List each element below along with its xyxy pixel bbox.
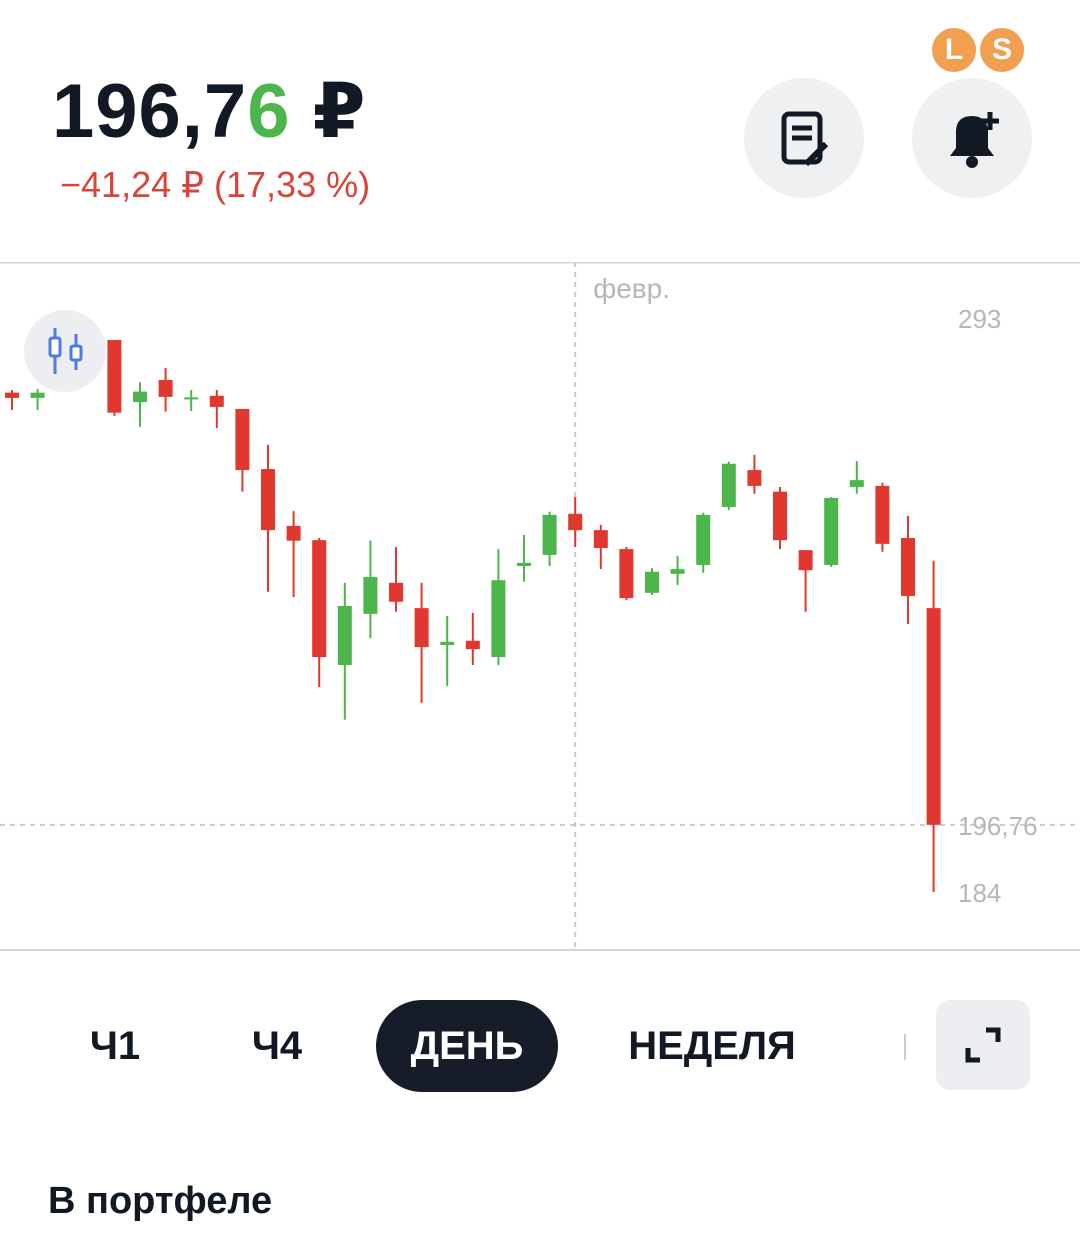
tab[interactable]: Ч4 (251, 1024, 303, 1068)
candle-body (337, 606, 352, 666)
candle-body (414, 608, 429, 648)
badge: L (932, 28, 976, 72)
candle-body (568, 513, 583, 531)
y-tick-label: 196,76 (958, 811, 1038, 841)
candle-body (158, 380, 173, 397)
candle-body (875, 485, 890, 544)
price: 196,76 ₽ (52, 66, 366, 155)
candle-body (30, 392, 45, 398)
candle-body (465, 640, 480, 650)
notes-icon (781, 111, 829, 167)
candle-body (901, 538, 915, 596)
candlestick-chart: февр. 293 196,76 184 (0, 262, 1080, 951)
candle-body (798, 550, 813, 571)
candle-body (824, 498, 839, 565)
candle-body (747, 470, 762, 486)
candle-body (286, 525, 301, 541)
candle-body (184, 397, 199, 400)
y-tick-label: 184 (958, 878, 1001, 908)
price-change: −41,24 ₽ (17,33 %) (60, 164, 371, 205)
candle-body (773, 491, 787, 541)
x-tick-label: февр. (593, 273, 670, 304)
price-last-digit: 6 (247, 69, 291, 154)
candle-body (542, 514, 557, 555)
divider (904, 1034, 906, 1060)
period-tabs: Ч1 Ч4 ДЕНЬ НЕДЕЛЯ (0, 1000, 1080, 1092)
expand-icon (965, 1027, 1001, 1063)
candle-body (5, 392, 19, 398)
candle-body (593, 530, 608, 549)
candle-body (440, 641, 455, 645)
candle-body (261, 469, 275, 531)
section-title: В портфеле (48, 1180, 273, 1222)
candle-body (133, 391, 147, 403)
candle-icon (48, 328, 83, 374)
candle-body (696, 514, 711, 565)
candle-body (389, 582, 403, 602)
tab[interactable]: НЕДЕЛЯ (628, 1024, 796, 1068)
candle-body (721, 463, 736, 507)
badge: S (980, 28, 1024, 72)
price-main: 196,7 (52, 69, 248, 154)
candle-body (517, 562, 531, 566)
candle-body (849, 480, 864, 487)
candle-body (209, 395, 224, 407)
fullscreen-button[interactable] (936, 1000, 1030, 1090)
candle-body (670, 569, 685, 574)
y-tick-label: 293 (958, 304, 1001, 334)
candle-body (619, 549, 634, 599)
tab-active[interactable]: ДЕНЬ (376, 1000, 558, 1092)
chart-type-button[interactable] (24, 310, 106, 392)
notes-button[interactable] (744, 78, 864, 198)
candle-body (235, 408, 250, 471)
candle-body (312, 540, 327, 658)
currency: ₽ (312, 69, 367, 154)
candle-body (645, 571, 659, 593)
candle-body (363, 577, 378, 614)
candle-body (926, 608, 941, 825)
alert-button[interactable] (912, 78, 1032, 198)
candle-body (107, 339, 122, 413)
tab[interactable]: Ч1 (89, 1024, 141, 1068)
candle-body (491, 580, 506, 658)
bell-icon (950, 112, 999, 168)
